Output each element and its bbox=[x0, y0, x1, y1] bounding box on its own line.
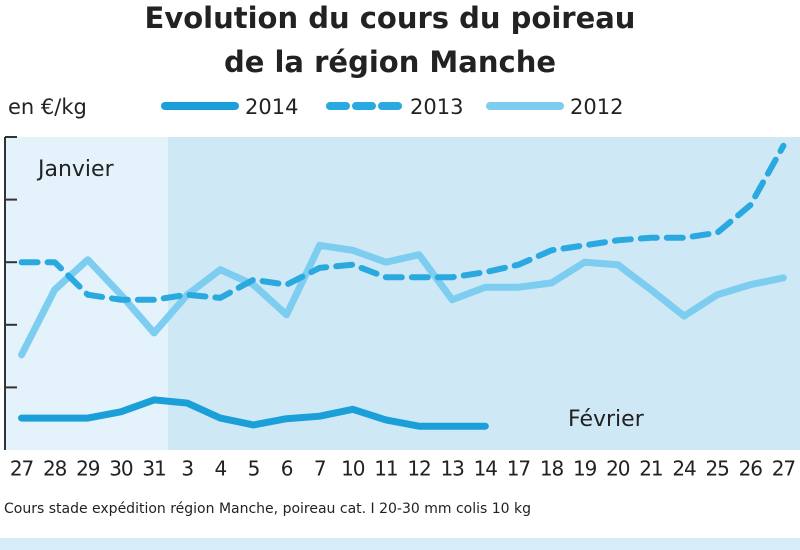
x-tick-label: 20 bbox=[606, 457, 630, 481]
x-tick-label: 24 bbox=[672, 457, 696, 481]
legend-label: 2013 bbox=[410, 95, 463, 119]
chart-subtitle: de la région Manche bbox=[224, 45, 556, 79]
x-tick-label: 19 bbox=[573, 457, 597, 481]
x-tick-label: 28 bbox=[43, 457, 67, 481]
x-tick-label: 12 bbox=[407, 457, 430, 481]
x-tick-label: 6 bbox=[281, 457, 293, 481]
annotation: Février bbox=[568, 407, 645, 432]
x-tick-label: 14 bbox=[474, 457, 498, 481]
x-tick-label: 30 bbox=[109, 457, 133, 481]
bottom-band bbox=[0, 538, 800, 550]
x-tick-label: 21 bbox=[639, 457, 662, 481]
annotation: Janvier bbox=[36, 157, 115, 182]
x-tick-label: 5 bbox=[248, 457, 260, 481]
chart-title: Evolution du cours du poireau bbox=[145, 1, 636, 35]
x-tick-label: 13 bbox=[440, 457, 464, 481]
x-tick-label: 4 bbox=[214, 457, 226, 481]
series-line bbox=[18, 142, 787, 303]
note: Cours stade expédition région Manche, po… bbox=[4, 501, 531, 517]
x-tick-label: 27 bbox=[772, 457, 796, 481]
x-tick-label: 27 bbox=[10, 457, 34, 481]
series-line bbox=[18, 241, 787, 359]
x-tick-label: 3 bbox=[181, 457, 193, 481]
x-tick-label: 26 bbox=[739, 457, 763, 481]
x-tick-label: 31 bbox=[142, 457, 165, 481]
legend-label: 2012 bbox=[570, 95, 623, 119]
x-tick-label: 17 bbox=[507, 457, 531, 481]
x-tick-label: 29 bbox=[76, 457, 100, 481]
x-tick-label: 7 bbox=[314, 457, 326, 481]
y-axis-label: en €/kg bbox=[8, 95, 87, 119]
legend-label: 2014 bbox=[245, 95, 298, 119]
x-tick-label: 11 bbox=[374, 457, 397, 481]
x-tick-label: 25 bbox=[705, 457, 728, 481]
x-tick-label: 10 bbox=[341, 457, 365, 481]
x-tick-label: 18 bbox=[540, 457, 564, 481]
series-line bbox=[18, 396, 489, 430]
